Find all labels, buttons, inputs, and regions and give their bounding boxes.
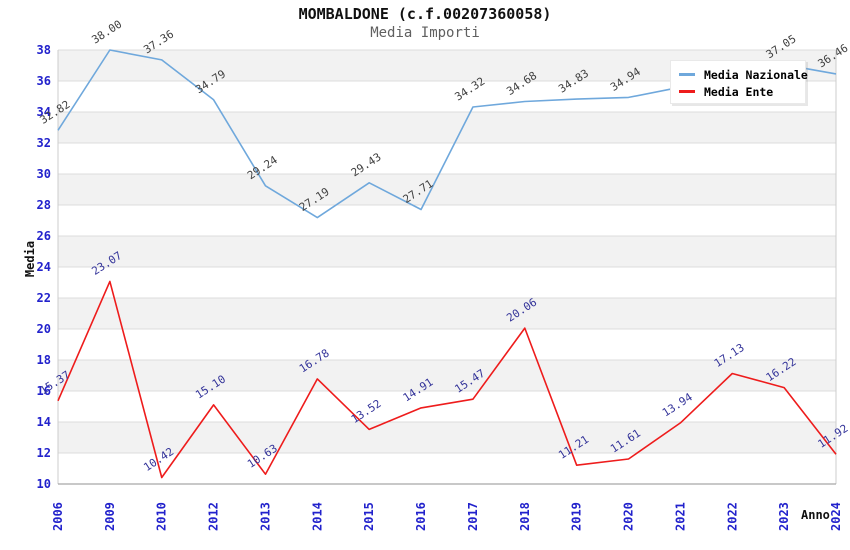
y-tick-label: 28 bbox=[37, 198, 51, 212]
y-axis-title: Media bbox=[23, 240, 38, 278]
y-tick-label: 24 bbox=[37, 260, 51, 274]
legend-label-nazionale: Media Nazionale bbox=[704, 67, 808, 82]
y-tick-label: 38 bbox=[37, 43, 51, 57]
data-point-label: 13.94 bbox=[660, 390, 695, 419]
y-tick-label: 10 bbox=[37, 477, 51, 491]
legend-box: Media Nazionale Media Ente bbox=[670, 60, 808, 104]
x-tick-label: 2014 bbox=[310, 502, 324, 531]
grid-band bbox=[58, 112, 836, 143]
legend-label-ente: Media Ente bbox=[704, 84, 774, 99]
grid-band bbox=[58, 360, 836, 391]
y-tick-label: 34 bbox=[37, 105, 51, 119]
legend-swatch-nazionale-icon bbox=[679, 73, 695, 76]
x-tick-label: 2013 bbox=[258, 502, 272, 531]
x-tick-label: 2009 bbox=[103, 502, 117, 531]
y-tick-label: 18 bbox=[37, 353, 51, 367]
x-tick-label: 2023 bbox=[777, 502, 791, 531]
y-tick-label: 36 bbox=[37, 74, 51, 88]
x-tick-label: 2024 bbox=[829, 502, 843, 531]
x-tick-label: 2010 bbox=[155, 502, 169, 531]
grid-band bbox=[58, 422, 836, 453]
x-tick-label: 2015 bbox=[362, 502, 376, 531]
y-tick-label: 20 bbox=[37, 322, 51, 336]
y-tick-label: 30 bbox=[37, 167, 51, 181]
grid-band bbox=[58, 174, 836, 205]
x-tick-label: 2020 bbox=[622, 502, 636, 531]
chart-subtitle: Media Importi bbox=[370, 25, 480, 41]
series-line-media-ente bbox=[57, 280, 837, 479]
y-tick-label: 14 bbox=[37, 415, 51, 429]
x-tick-label: 2006 bbox=[51, 502, 65, 531]
legend-item-media-ente: Media Ente bbox=[679, 83, 805, 100]
x-tick-label: 2018 bbox=[518, 502, 532, 531]
chart-title: MOMBALDONE (c.f.00207360058) bbox=[298, 5, 552, 23]
x-tick-label: 2019 bbox=[570, 502, 584, 531]
grid-band bbox=[58, 236, 836, 267]
x-tick-label: 2022 bbox=[725, 502, 739, 531]
y-tick-label: 16 bbox=[37, 384, 51, 398]
x-axis-title: Anno bbox=[801, 508, 830, 522]
y-tick-label: 26 bbox=[37, 229, 51, 243]
x-tick-label: 2017 bbox=[466, 502, 480, 531]
x-tick-label: 2012 bbox=[207, 502, 221, 531]
y-tick-label: 22 bbox=[37, 291, 51, 305]
x-tick-label: 2016 bbox=[414, 502, 428, 531]
y-tick-label: 32 bbox=[37, 136, 51, 150]
legend-item-media-nazionale: Media Nazionale bbox=[679, 66, 808, 83]
legend-swatch-ente-icon bbox=[679, 90, 695, 93]
grid-band bbox=[58, 298, 836, 329]
y-tick-label: 12 bbox=[37, 446, 51, 460]
x-tick-label: 2021 bbox=[673, 502, 687, 531]
